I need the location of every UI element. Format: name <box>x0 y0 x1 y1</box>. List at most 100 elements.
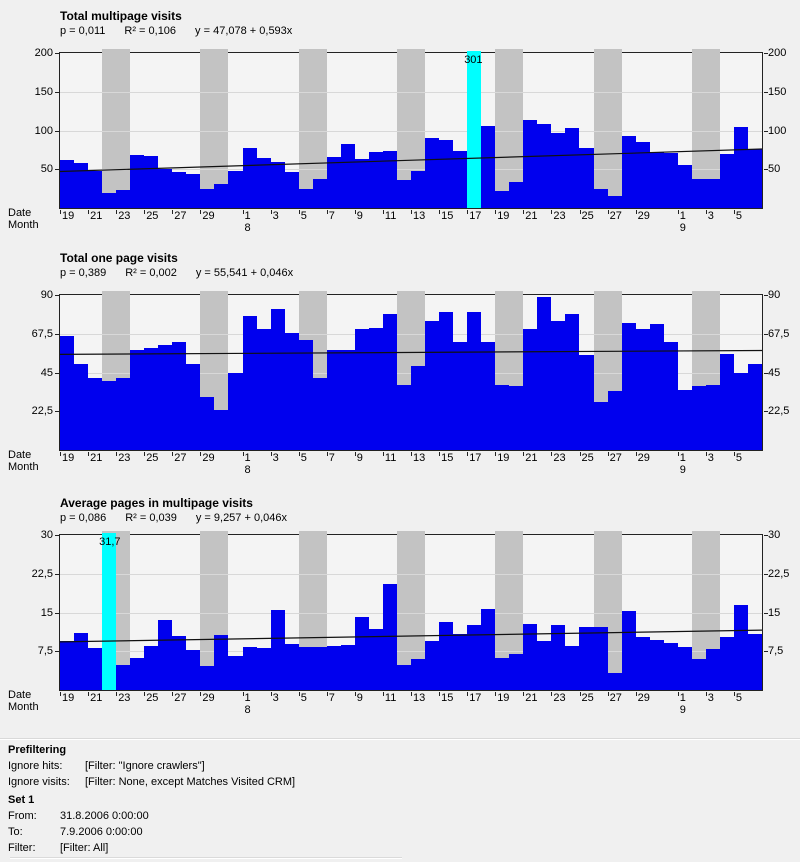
bar[interactable] <box>747 149 762 208</box>
bar[interactable] <box>691 179 706 208</box>
bar[interactable] <box>74 363 89 450</box>
bar[interactable] <box>607 672 622 690</box>
bar[interactable] <box>607 195 622 208</box>
bar[interactable] <box>270 609 285 690</box>
bar[interactable] <box>607 391 622 450</box>
bar[interactable] <box>495 658 510 690</box>
bar[interactable] <box>298 188 313 208</box>
bar[interactable] <box>186 649 201 690</box>
bar[interactable] <box>663 341 678 450</box>
bar[interactable] <box>649 152 664 208</box>
bar[interactable] <box>523 329 538 450</box>
bar[interactable] <box>523 120 538 208</box>
bar[interactable] <box>340 144 355 208</box>
bar[interactable] <box>705 648 720 690</box>
bar[interactable] <box>382 151 397 208</box>
bar[interactable] <box>228 655 243 690</box>
bar[interactable] <box>551 132 566 208</box>
bar[interactable] <box>172 635 187 690</box>
bar[interactable] <box>677 647 692 690</box>
bar[interactable] <box>186 363 201 450</box>
bar[interactable] <box>214 635 229 690</box>
bar[interactable] <box>425 641 440 690</box>
bar[interactable] <box>368 152 383 208</box>
bar[interactable] <box>663 153 678 208</box>
bar[interactable] <box>88 648 103 690</box>
bar[interactable] <box>719 637 734 690</box>
bar[interactable] <box>453 634 468 690</box>
bar[interactable] <box>368 629 383 690</box>
bar[interactable] <box>495 190 510 208</box>
bar[interactable] <box>635 637 650 690</box>
bar[interactable] <box>453 150 468 208</box>
bar[interactable] <box>509 653 524 690</box>
bar[interactable] <box>158 344 173 450</box>
bar[interactable] <box>116 665 131 690</box>
bar[interactable] <box>439 312 454 450</box>
bar[interactable] <box>270 308 285 450</box>
bar[interactable] <box>677 389 692 450</box>
bar[interactable] <box>256 648 271 690</box>
bar[interactable] <box>354 329 369 450</box>
bar[interactable] <box>102 381 117 450</box>
bar[interactable] <box>467 312 482 450</box>
bar[interactable] <box>649 324 664 450</box>
bar[interactable] <box>186 173 201 208</box>
bar[interactable] <box>481 125 496 208</box>
bar[interactable] <box>382 584 397 690</box>
bar[interactable] <box>284 171 299 208</box>
bar[interactable] <box>733 605 748 690</box>
bar[interactable] <box>354 159 369 208</box>
bar[interactable] <box>284 644 299 690</box>
bar[interactable] <box>425 138 440 208</box>
bar[interactable] <box>509 181 524 208</box>
bar[interactable] <box>172 341 187 450</box>
bar[interactable] <box>691 386 706 450</box>
bar[interactable] <box>411 365 426 450</box>
bar[interactable] <box>411 170 426 208</box>
bar[interactable] <box>214 184 229 208</box>
bar[interactable] <box>256 157 271 208</box>
bar[interactable] <box>705 179 720 208</box>
bar[interactable] <box>228 372 243 450</box>
bar[interactable] <box>593 627 608 690</box>
bar[interactable] <box>368 327 383 450</box>
bar[interactable] <box>481 341 496 450</box>
bar[interactable] <box>396 665 411 690</box>
bar[interactable] <box>200 665 215 690</box>
bar[interactable] <box>298 339 313 450</box>
bar[interactable] <box>579 355 594 450</box>
bar[interactable] <box>172 171 187 208</box>
bar[interactable] <box>523 623 538 690</box>
bar[interactable] <box>565 128 580 208</box>
bar[interactable] <box>326 156 341 208</box>
bar[interactable] <box>411 658 426 690</box>
bar[interactable] <box>214 410 229 450</box>
bar[interactable] <box>382 313 397 450</box>
bar[interactable] <box>635 329 650 450</box>
bar[interactable] <box>130 350 145 450</box>
bar[interactable] <box>116 377 131 450</box>
bar[interactable] <box>663 643 678 690</box>
highlight-bar[interactable] <box>102 533 117 690</box>
bar[interactable] <box>270 161 285 208</box>
bar[interactable] <box>453 341 468 450</box>
bar[interactable] <box>719 153 734 208</box>
bar[interactable] <box>312 377 327 450</box>
bar[interactable] <box>439 622 454 690</box>
bar[interactable] <box>705 384 720 450</box>
bar[interactable] <box>88 377 103 450</box>
bar[interactable] <box>74 163 89 208</box>
bar[interactable] <box>621 610 636 690</box>
bar[interactable] <box>593 401 608 450</box>
bar[interactable] <box>144 348 159 450</box>
bar[interactable] <box>551 624 566 690</box>
bar[interactable] <box>537 641 552 690</box>
bar[interactable] <box>495 384 510 450</box>
bar[interactable] <box>509 386 524 450</box>
bar[interactable] <box>144 646 159 690</box>
bar[interactable] <box>158 619 173 690</box>
bar[interactable] <box>242 148 257 208</box>
bar[interactable] <box>340 350 355 450</box>
bar[interactable] <box>537 296 552 450</box>
